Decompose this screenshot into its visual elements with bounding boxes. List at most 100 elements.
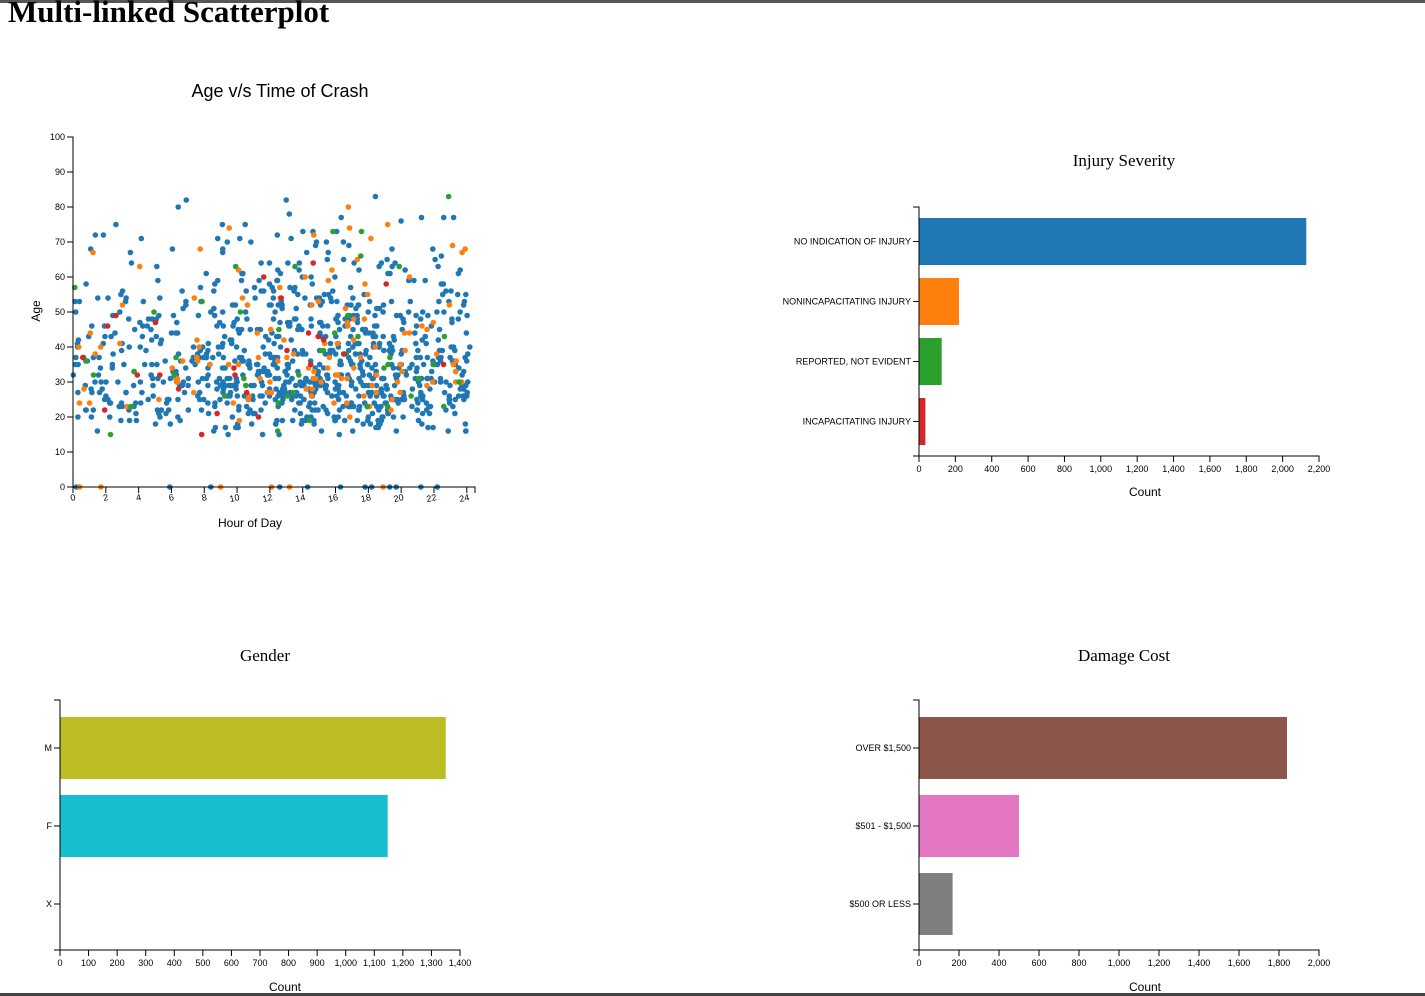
injury-bar[interactable] <box>919 278 959 325</box>
scatter-point <box>225 431 231 438</box>
scatter-point <box>87 330 94 336</box>
scatter-point <box>325 249 332 256</box>
scatter-y-tick-label: 80 <box>55 202 65 212</box>
scatter-point <box>243 288 249 294</box>
scatter-point <box>205 340 212 347</box>
scatter-point <box>401 319 407 326</box>
scatter-point <box>138 235 145 242</box>
damage-bar[interactable] <box>919 717 1287 779</box>
scatter-y-tick-label: 30 <box>55 377 65 387</box>
scatter-point <box>199 375 206 382</box>
scatter-point <box>381 365 387 371</box>
scatter-point <box>307 400 313 406</box>
scatter-point <box>157 295 163 301</box>
damage-x-tick-label: 2,000 <box>1308 958 1331 968</box>
scatter-point <box>118 347 125 354</box>
gender-bar[interactable] <box>60 795 388 857</box>
scatter-point <box>321 382 328 389</box>
scatter-point <box>262 351 269 357</box>
damage-bar[interactable] <box>919 795 1019 857</box>
gender-x-label: Count <box>269 980 302 994</box>
scatter-point <box>266 260 273 266</box>
scatter-point <box>348 302 354 308</box>
injury-bar[interactable] <box>919 338 942 385</box>
scatter-point <box>94 428 101 434</box>
scatter-point <box>240 270 246 277</box>
scatter-point <box>311 400 318 406</box>
scatter-point <box>214 277 221 284</box>
scatter-point <box>198 407 205 413</box>
scatter-point <box>152 421 159 427</box>
scatter-x-tick-label: 8 <box>201 492 208 503</box>
injury-x-tick-label: 200 <box>948 464 963 474</box>
scatter-point <box>109 365 116 371</box>
scatter-point <box>452 396 459 403</box>
scatter-point <box>123 295 129 301</box>
scatter-point <box>244 316 250 322</box>
scatter-x-tick-label: 20 <box>393 492 405 504</box>
injury-category-label: REPORTED, NOT EVIDENT <box>796 357 912 367</box>
scatter-point <box>359 368 366 375</box>
scatter-point <box>347 284 354 291</box>
scatter-point <box>182 365 189 371</box>
scatter-point <box>293 305 300 312</box>
scatter-point <box>148 326 154 333</box>
scatter-point <box>244 302 251 308</box>
scatter-point <box>227 389 234 396</box>
scatter-point <box>309 281 316 287</box>
scatter-point <box>364 361 371 368</box>
injury-bar[interactable] <box>919 218 1307 265</box>
damage-bar[interactable] <box>919 873 953 935</box>
scatter-point <box>371 323 378 329</box>
scatter-point <box>183 197 190 203</box>
scatter-point <box>448 344 455 350</box>
scatter-point <box>326 354 333 361</box>
scatter-point <box>197 246 203 252</box>
scatter-point <box>415 417 422 424</box>
injury-bar[interactable] <box>919 398 926 445</box>
scatter-point <box>419 323 425 329</box>
scatter-point <box>191 389 197 396</box>
damage-bars <box>919 717 1287 935</box>
scatter-point <box>369 410 376 417</box>
scatter-point <box>422 277 429 284</box>
scatter-point <box>447 382 453 389</box>
scatter-point <box>177 417 183 424</box>
scatter-y-tick-label: 0 <box>60 482 65 492</box>
damage-category-label: $500 OR LESS <box>849 899 911 909</box>
scatter-point <box>90 372 97 378</box>
gender-bar[interactable] <box>60 717 446 779</box>
scatter-point <box>179 288 185 294</box>
scatter-point <box>460 393 466 399</box>
scatter-point <box>332 379 338 385</box>
scatter-point <box>278 295 285 301</box>
scatter-point <box>234 393 241 399</box>
scatter-y-tick-label: 20 <box>55 412 65 422</box>
scatter-point <box>267 379 273 385</box>
scatter-point <box>430 424 436 431</box>
scatter-point <box>117 340 123 347</box>
scatter-point <box>411 277 417 284</box>
scatter-point <box>315 298 322 305</box>
scatter-point <box>260 344 267 350</box>
scatter-point <box>299 347 306 354</box>
scatter-point <box>340 239 347 245</box>
scatter-point <box>448 288 454 294</box>
scatter-point <box>311 232 317 238</box>
scatter-point <box>459 249 465 256</box>
damage-x-tick-label: 1,400 <box>1188 958 1211 968</box>
scatter-point <box>101 396 108 403</box>
scatter-point <box>333 316 339 322</box>
scatter-point <box>208 309 214 315</box>
injury-x-tick-label: 1,800 <box>1235 464 1258 474</box>
scatter-point <box>436 298 442 305</box>
scatter-point <box>154 263 160 270</box>
scatter-point <box>72 298 78 305</box>
scatter-point <box>222 424 229 431</box>
damage-x-tick-label: 800 <box>1071 958 1086 968</box>
scatter-point <box>350 337 357 343</box>
scatter-point <box>380 309 386 315</box>
scatter-point <box>364 403 370 410</box>
scatter-point <box>434 309 440 315</box>
scatter-point <box>150 382 156 389</box>
